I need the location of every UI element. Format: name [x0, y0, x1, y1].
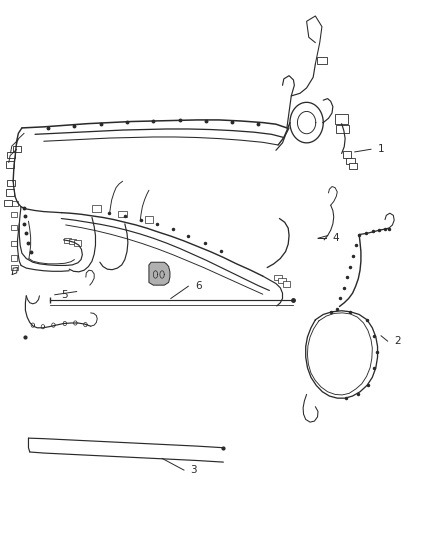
Bar	[349, 163, 357, 169]
Text: 2: 2	[394, 336, 401, 346]
Bar	[11, 212, 17, 217]
Bar	[92, 205, 101, 212]
Bar	[6, 189, 14, 196]
Bar	[7, 180, 15, 186]
Bar	[74, 240, 81, 246]
Text: 5: 5	[61, 290, 68, 300]
Bar	[283, 281, 290, 287]
Bar	[7, 152, 15, 158]
Text: 1: 1	[378, 144, 384, 154]
Bar	[4, 200, 12, 206]
Bar	[6, 161, 14, 168]
Bar	[11, 225, 17, 230]
Bar	[278, 278, 286, 283]
Bar	[336, 125, 349, 133]
Bar	[274, 275, 282, 280]
Bar	[64, 238, 71, 243]
Bar	[346, 158, 355, 164]
Bar	[69, 239, 76, 244]
Bar	[11, 255, 17, 261]
Bar	[145, 216, 153, 223]
Text: 3: 3	[191, 465, 197, 475]
Bar	[118, 211, 127, 217]
Polygon shape	[149, 262, 170, 285]
Bar	[343, 151, 351, 158]
Bar	[11, 265, 18, 270]
Bar	[317, 57, 327, 64]
Bar	[11, 201, 18, 206]
Bar	[13, 146, 21, 152]
Text: 4: 4	[333, 233, 339, 243]
Bar	[335, 114, 348, 124]
Bar	[11, 241, 17, 246]
Text: 6: 6	[195, 281, 201, 291]
